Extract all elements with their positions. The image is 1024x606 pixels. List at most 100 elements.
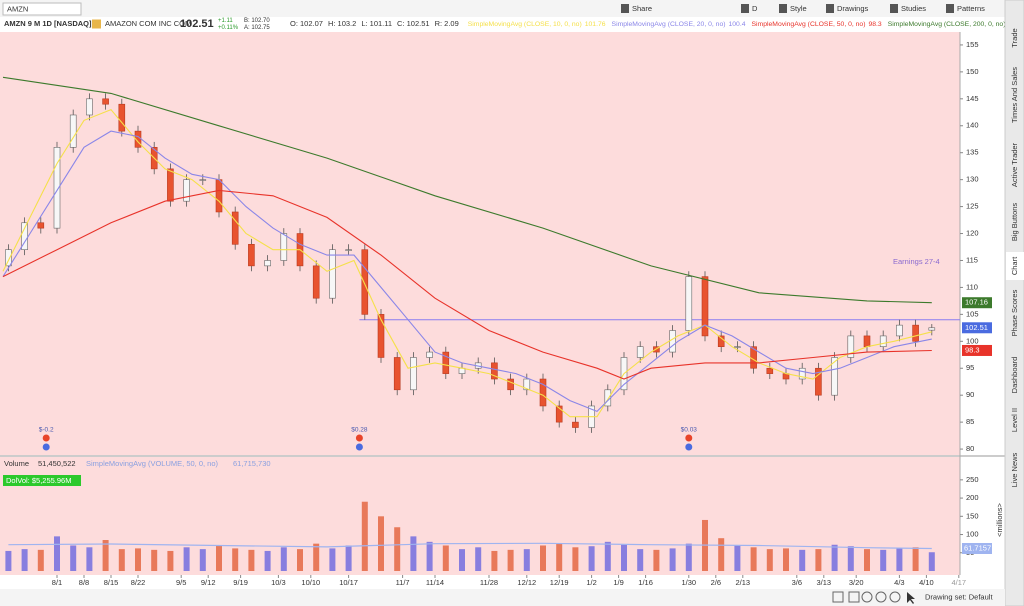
volume-bar bbox=[588, 546, 595, 571]
dividend-marker[interactable] bbox=[355, 434, 363, 442]
bid: B: 102.70 bbox=[244, 18, 270, 24]
x-tick-label: 12/19 bbox=[550, 578, 569, 587]
annotation: Earnings 27-4 bbox=[893, 257, 940, 266]
sidebar-tab[interactable]: Active Trader bbox=[1010, 142, 1019, 187]
button-icon[interactable] bbox=[621, 4, 629, 13]
y-tick-label: 125 bbox=[966, 202, 979, 211]
moving-average bbox=[2, 108, 932, 418]
candle-body bbox=[118, 103, 126, 132]
volume-bar bbox=[199, 549, 206, 571]
candle-body bbox=[329, 249, 336, 299]
candle-body bbox=[442, 351, 450, 374]
candle-body bbox=[426, 351, 433, 358]
volume-bar bbox=[86, 547, 93, 571]
toolbar-button[interactable]: Style bbox=[790, 4, 807, 13]
sidebar-tab[interactable]: Dashboard bbox=[1010, 357, 1019, 394]
candle-body bbox=[37, 222, 45, 229]
y-tick-label: 140 bbox=[966, 121, 979, 130]
candle-body bbox=[555, 405, 563, 423]
cursor-icon[interactable] bbox=[907, 592, 915, 604]
volume-bar bbox=[831, 544, 838, 571]
candle-body bbox=[69, 114, 77, 148]
price-badge-text: 102.51 bbox=[965, 323, 988, 332]
x-tick-label: 1/2 bbox=[586, 578, 596, 587]
symbol-input[interactable] bbox=[2, 2, 82, 16]
volume-bar bbox=[475, 547, 482, 571]
candle-body bbox=[507, 378, 514, 391]
button-icon[interactable] bbox=[826, 4, 834, 13]
toolbar-button[interactable]: Drawings bbox=[837, 4, 869, 13]
candle-body bbox=[167, 168, 174, 202]
earnings-marker[interactable] bbox=[42, 443, 50, 451]
y-tick-label: 80 bbox=[966, 444, 974, 453]
tool-icon[interactable] bbox=[889, 591, 901, 603]
candle-body bbox=[847, 335, 855, 358]
y-tick-label: 145 bbox=[966, 94, 979, 103]
sidebar-tab[interactable]: Phase Scores bbox=[1010, 289, 1019, 336]
x-tick-label: 9/12 bbox=[201, 578, 216, 587]
study-value: 101.76 bbox=[585, 21, 606, 28]
sidebar-tab[interactable]: Trade bbox=[1010, 28, 1019, 47]
toolbar-button[interactable]: D bbox=[752, 4, 758, 13]
x-tick-label: 10/3 bbox=[271, 578, 286, 587]
dolvol-badge bbox=[3, 475, 81, 486]
candle-body bbox=[53, 147, 61, 229]
button-icon[interactable] bbox=[741, 4, 749, 13]
sidebar-tab[interactable]: Chart bbox=[1010, 256, 1019, 275]
tool-icon[interactable] bbox=[861, 591, 873, 603]
sidebar-tab[interactable]: Times And Sales bbox=[1010, 67, 1019, 123]
volume-sma bbox=[8, 542, 932, 550]
sidebar bbox=[1004, 0, 1024, 606]
earnings-marker[interactable] bbox=[355, 443, 363, 451]
info-icon[interactable] bbox=[92, 19, 101, 29]
volume-sma-value: 61,715,730 bbox=[233, 459, 271, 468]
volume-bar bbox=[167, 550, 174, 571]
candle-body bbox=[766, 367, 774, 374]
earnings-marker[interactable] bbox=[685, 443, 693, 451]
button-icon[interactable] bbox=[779, 4, 787, 13]
candle-body bbox=[896, 324, 903, 337]
volume-bar bbox=[313, 543, 320, 571]
volume-bar bbox=[232, 548, 239, 571]
drawing-set[interactable]: Drawing set: Default bbox=[925, 592, 993, 601]
symbol[interactable]: AMZN bbox=[7, 4, 28, 13]
volume-tick-label: 150 bbox=[966, 511, 979, 520]
volume-value: 51,450,522 bbox=[38, 459, 76, 468]
y-tick-label: 85 bbox=[966, 417, 974, 426]
study-label: SimpleMovingAvg (CLOSE, 20, 0, no) bbox=[612, 21, 726, 28]
moving-average bbox=[2, 189, 932, 380]
dividend-marker[interactable] bbox=[685, 434, 693, 442]
volume-bar bbox=[928, 552, 935, 571]
sidebar-tab[interactable]: Live News bbox=[1010, 452, 1019, 487]
candle-body bbox=[345, 249, 352, 251]
button-icon[interactable] bbox=[946, 4, 954, 13]
y-tick-label: 110 bbox=[966, 282, 978, 291]
volume-bar bbox=[507, 549, 514, 571]
tool-icon[interactable] bbox=[832, 591, 844, 603]
sidebar-tab[interactable]: Big Buttons bbox=[1010, 203, 1019, 242]
candle-body bbox=[361, 249, 369, 315]
x-tick-label: 9/5 bbox=[176, 578, 186, 587]
volume-bar bbox=[685, 543, 692, 571]
volume-badge-text: 61.7157 bbox=[964, 543, 991, 552]
volume-badge bbox=[962, 542, 992, 554]
candle-body bbox=[199, 179, 207, 181]
volume-bar bbox=[604, 541, 611, 571]
sidebar-tab[interactable]: Level II bbox=[1010, 408, 1019, 432]
event-label: $0.28 bbox=[351, 427, 368, 434]
tool-icon[interactable] bbox=[848, 591, 860, 603]
volume-bar bbox=[637, 549, 644, 571]
button-icon[interactable] bbox=[890, 4, 898, 13]
dividend-marker[interactable] bbox=[42, 434, 50, 442]
ohlc-value: O: 102.07 bbox=[290, 19, 323, 28]
candle-body bbox=[523, 378, 531, 391]
toolbar-button[interactable]: Patterns bbox=[957, 4, 985, 13]
tool-icon[interactable] bbox=[875, 591, 887, 603]
x-tick-label: 3/20 bbox=[849, 578, 864, 587]
candle-body bbox=[312, 265, 320, 299]
toolbar-button[interactable]: Studies bbox=[901, 4, 926, 13]
volume-bar bbox=[847, 546, 854, 571]
toolbar-button[interactable]: Share bbox=[632, 4, 652, 13]
